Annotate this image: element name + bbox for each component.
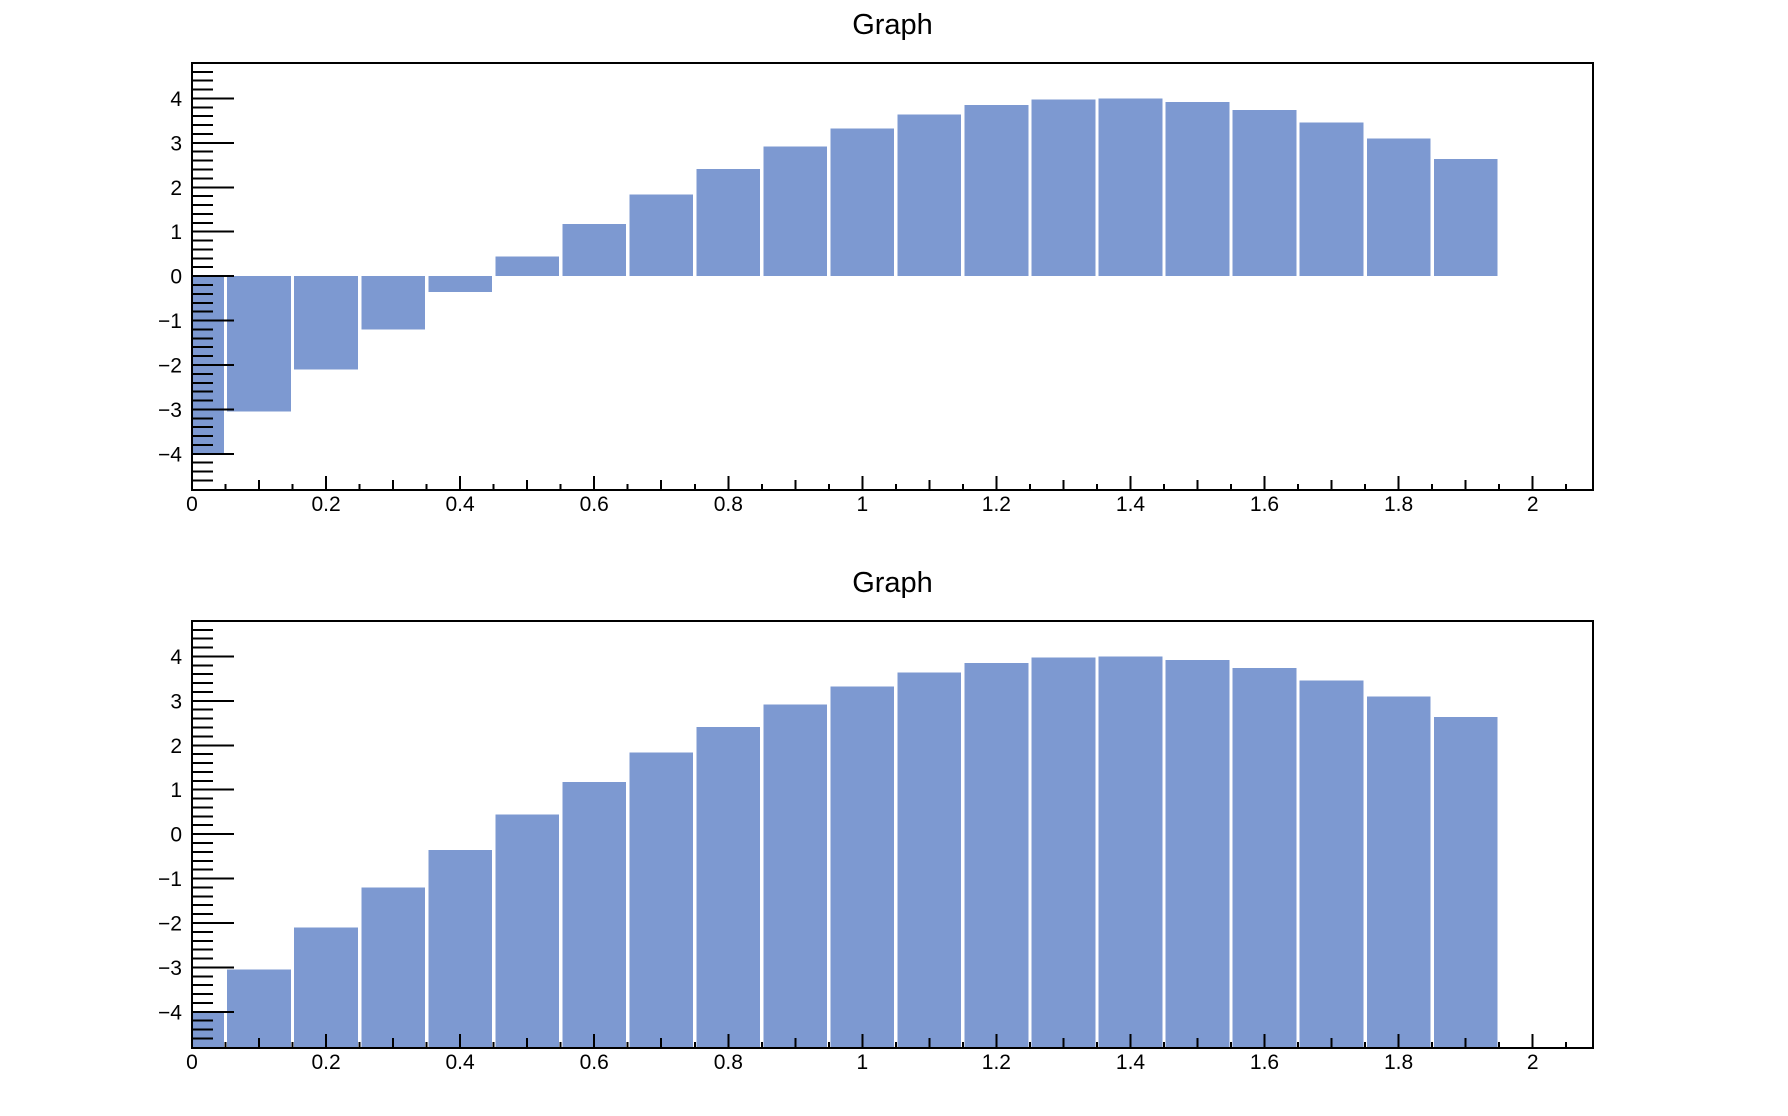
bar: [629, 752, 694, 1048]
bar: [964, 662, 1029, 1048]
y-tick-label: −3: [158, 399, 182, 422]
bar: [696, 726, 761, 1048]
top-chart-title: Graph: [852, 9, 933, 41]
x-tick-label: 1.6: [1250, 1051, 1279, 1074]
bar: [1031, 657, 1096, 1048]
x-tick-label: 1.8: [1384, 493, 1413, 516]
bar: [428, 276, 492, 292]
y-tick-label: 2: [170, 735, 182, 758]
y-tick-label: −1: [158, 868, 182, 891]
x-tick-label: 0.6: [580, 493, 609, 516]
y-tick-label: −1: [158, 310, 182, 333]
y-tick-label: −2: [158, 355, 182, 378]
bar: [495, 256, 559, 277]
top-chart-plot: 0 0.2 0.4 0.6 0.8 1 1.2 1.4 1.6 1.8 2 −4 −3 −2 −1 0 1 2 3 4: [158, 62, 1594, 516]
x-tick-label: 0: [186, 493, 198, 516]
y-tick-label: 2: [170, 177, 182, 200]
x-tick-label: 0.4: [445, 1051, 475, 1074]
x-tick-label: 1: [856, 1051, 868, 1074]
bar: [495, 814, 559, 1048]
bar: [763, 704, 828, 1048]
y-tick-label: 1: [170, 221, 182, 244]
x-tick-label: 1.6: [1250, 493, 1279, 516]
bar: [696, 168, 761, 277]
bar: [562, 782, 627, 1048]
x-tick-label: 1.4: [1116, 493, 1146, 516]
plot-frame: [191, 62, 1594, 491]
y-tick-label: 1: [170, 779, 182, 802]
y-tick-label: −2: [158, 913, 182, 936]
bar: [1366, 138, 1431, 277]
x-tick-label: 0.2: [311, 493, 340, 516]
bottom-chart-title: Graph: [852, 567, 933, 599]
bar: [763, 146, 828, 277]
bar: [1433, 159, 1498, 277]
y-tick-label: −4: [158, 1001, 182, 1024]
y-tick-label: 4: [170, 646, 182, 669]
bar: [897, 672, 962, 1048]
x-tick-label: 2: [1527, 1051, 1539, 1074]
x-tick-label: 0.8: [714, 493, 743, 516]
bar: [1232, 668, 1297, 1048]
x-tick-label: 1.2: [982, 493, 1011, 516]
bar: [562, 224, 627, 277]
bar: [1098, 98, 1163, 277]
x-tick-label: 0.6: [580, 1051, 609, 1074]
plot-frame: [191, 620, 1594, 1049]
bar: [1165, 660, 1230, 1048]
bar: [361, 887, 425, 1048]
bar: [1232, 110, 1297, 277]
bar: [830, 686, 895, 1048]
bar: [294, 276, 358, 370]
bar: [830, 128, 895, 277]
x-tick-label: 1.2: [982, 1051, 1011, 1074]
bar: [1299, 680, 1364, 1048]
bar: [1098, 656, 1163, 1048]
y-tick-label: 4: [170, 88, 182, 111]
bar: [428, 849, 492, 1048]
y-tick-label: 0: [170, 266, 182, 289]
bar: [227, 969, 291, 1048]
bar: [361, 276, 425, 330]
x-tick-label: 0.4: [445, 493, 475, 516]
x-tick-label: 2: [1527, 493, 1539, 516]
bar: [964, 104, 1029, 277]
x-tick-label: 1: [856, 493, 868, 516]
bottom-pad: Graph 0 0.2 0.4 0.6 0.8 1 1.2 1.4 1.6 1.8 2 −4 −3 −2 −…: [0, 558, 1788, 1116]
bar: [294, 927, 358, 1048]
x-tick-label: 1.8: [1384, 1051, 1413, 1074]
x-tick-label: 0.8: [714, 1051, 743, 1074]
y-tick-label: −3: [158, 957, 182, 980]
bar: [897, 114, 962, 277]
x-tick-label: 0: [186, 1051, 198, 1074]
bar: [227, 276, 291, 412]
top-pad: Graph 0 0.2 0.4 0.6 0.8 1 1.2 1.4 1.6 1.8 2 −4 −3 −2 −…: [158, 9, 1594, 516]
y-tick-label: −4: [158, 443, 182, 466]
bar: [1433, 717, 1498, 1048]
bar: [1031, 99, 1096, 277]
bottom-chart-plot: 0 0.2 0.4 0.6 0.8 1 1.2 1.4 1.6 1.8 2 −4 −3 −2 −1 0 1 2 3 4: [158, 620, 1594, 1074]
bar: [1366, 696, 1431, 1048]
bar: [1165, 102, 1230, 277]
bar: [1299, 122, 1364, 277]
y-tick-label: 0: [170, 824, 182, 847]
x-tick-label: 0.2: [311, 1051, 340, 1074]
x-tick-label: 1.4: [1116, 1051, 1146, 1074]
bar: [629, 194, 694, 277]
y-tick-label: 3: [170, 690, 182, 713]
y-tick-label: 3: [170, 132, 182, 155]
